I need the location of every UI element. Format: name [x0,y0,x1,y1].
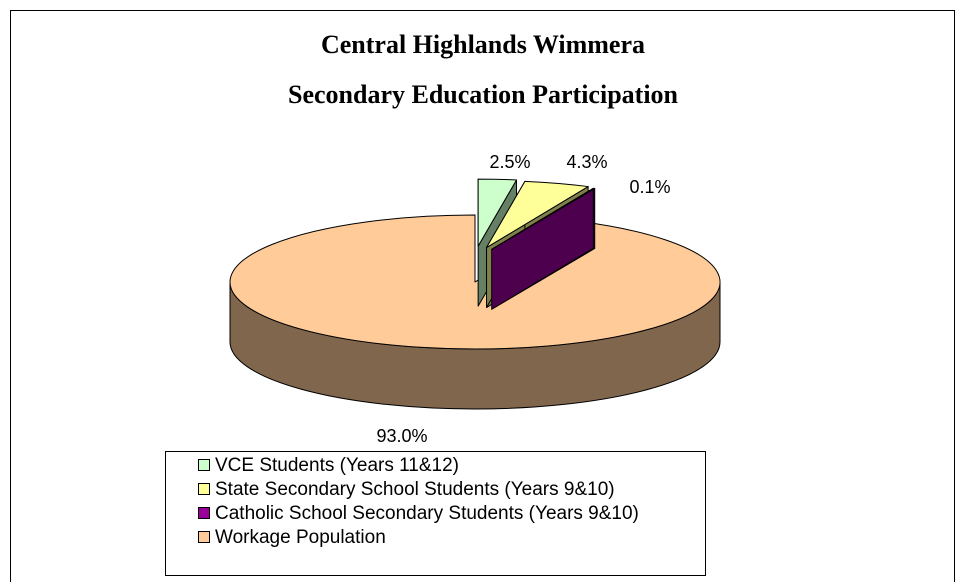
slice [486,180,589,249]
legend-label: State Secondary School Students (Years 9… [215,479,615,500]
slice [477,178,518,247]
pie [229,178,721,410]
legend-swatch [198,483,210,495]
legend-label: Workage Population [215,527,386,548]
legend-label: Catholic School Secondary Students (Year… [215,503,639,524]
chart-title: Central Highlands Wimmera [321,30,645,59]
chart-subtitle: Secondary Education Participation [288,80,679,109]
legend-label: VCE Students (Years 11&12) [215,455,459,476]
data-label: 2.5% [489,152,530,172]
data-label: 0.1% [629,177,670,197]
legend: VCE Students (Years 11&12) State Secondar… [198,455,639,548]
data-label: 93.0% [376,426,427,446]
legend-swatch [198,507,210,519]
legend-swatch [198,531,210,543]
data-label: 4.3% [566,152,607,172]
slice [229,214,721,350]
legend-box [165,451,706,576]
slice [491,187,596,250]
legend-swatch [198,459,210,471]
